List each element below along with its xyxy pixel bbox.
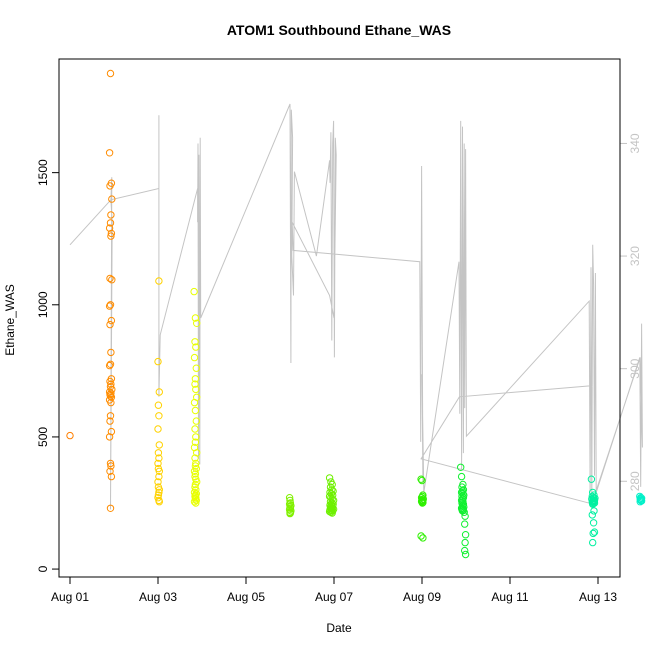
x-axis-label: Date <box>326 621 352 635</box>
y-tick-label: 1000 <box>36 291 50 318</box>
y-tick-label: 0 <box>36 565 50 572</box>
x-tick-label: Aug 05 <box>227 590 265 604</box>
x-tick-label: Aug 09 <box>403 590 441 604</box>
right-tick-label: 300 <box>628 358 642 378</box>
y-tick-label: 1500 <box>36 159 50 186</box>
x-tick-label: Aug 07 <box>315 590 353 604</box>
chart: ATOM1 Southbound Ethane_WAS Date Ethane_… <box>0 0 650 650</box>
right-tick-label: 320 <box>628 246 642 266</box>
y-tick-label: 500 <box>36 427 50 447</box>
right-tick-label: 280 <box>628 471 642 491</box>
right-tick-label: 340 <box>628 133 642 153</box>
x-tick-label: Aug 13 <box>579 590 617 604</box>
x-tick-label: Aug 11 <box>491 590 528 604</box>
x-tick-label: Aug 01 <box>51 590 89 604</box>
chart-title: ATOM1 Southbound Ethane_WAS <box>227 22 451 38</box>
y-axis-label: Ethane_WAS <box>3 284 17 356</box>
x-tick-label: Aug 03 <box>139 590 177 604</box>
chart-background <box>0 0 650 650</box>
